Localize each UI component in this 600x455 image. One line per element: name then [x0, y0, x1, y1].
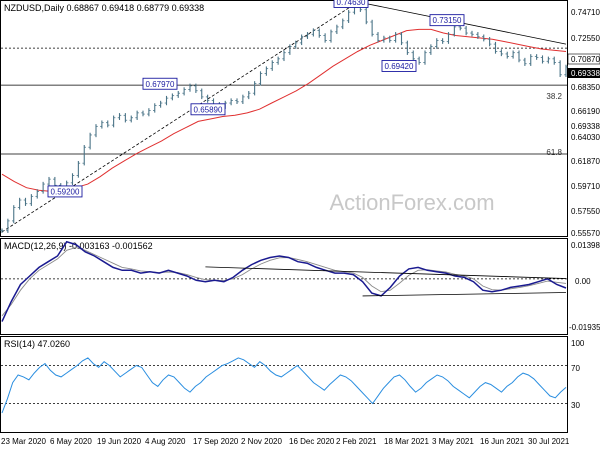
price-symbol: NZDUSD,Daily	[4, 3, 65, 13]
x-tick: 6 May 2020	[50, 437, 92, 446]
x-tick: 2 Feb 2021	[336, 437, 377, 446]
price-tick: 0.74710	[571, 8, 600, 17]
moving-average-line	[1, 28, 567, 192]
macd-upper-trendline	[205, 266, 567, 279]
price-tick: 0.64030	[571, 133, 600, 142]
x-tick: 17 Sep 2020	[193, 437, 239, 446]
macd-signal-line	[1, 247, 567, 317]
x-tick: 4 Aug 2020	[145, 437, 186, 446]
price-layer: 0.74630 0.73150 0.69420 0.67970 0.65890 0.592…	[0, 0, 568, 233]
level-tag-bg	[567, 53, 600, 65]
macd-lower-trendline	[362, 292, 567, 297]
current-price-tag-bg	[568, 68, 600, 78]
rsi-title: RSI(14) 47.0260	[4, 339, 70, 349]
x-tick: 2 Nov 2020	[241, 437, 282, 446]
x-axis: 23 Mar 2020 6 May 2020 19 Jun 2020 4 Aug…	[1, 437, 570, 446]
price-tick: 0.68350	[571, 83, 600, 92]
price-tick: 0.59710	[571, 182, 600, 191]
annotation-box	[47, 185, 83, 198]
annotation-label: 0.69420	[385, 62, 414, 71]
rsi-tick: 100	[571, 339, 585, 348]
rsi-tick: 30	[571, 401, 580, 410]
watermark: ActionForex.com	[329, 190, 494, 215]
annotation-label: 0.65890	[194, 105, 223, 114]
x-tick: 16 Dec 2020	[289, 437, 335, 446]
fib-61-label: 61.8	[546, 148, 562, 157]
current-price-tag: 0.69338	[571, 69, 600, 78]
price-panel-frame	[0, 0, 568, 237]
x-tick: 30 Jul 2021	[528, 437, 570, 446]
annotation-label: 0.73150	[433, 16, 462, 25]
macd-tick: -0.019352	[569, 323, 600, 332]
price-y-axis: 0.74710 0.72550 0.69338 0.68350 0.66190 …	[571, 8, 600, 238]
annotation-box	[333, 0, 369, 8]
x-tick: 3 May 2021	[432, 437, 474, 446]
price-tick: 0.61870	[571, 157, 600, 166]
fib-38-label: 38.2	[546, 92, 562, 101]
annotation-box	[381, 60, 417, 72]
annotation-label: 0.74630	[337, 0, 366, 7]
x-tick: 19 Jun 2020	[97, 437, 142, 446]
price-tick: 0.57550	[571, 207, 600, 216]
macd-layer	[1, 240, 567, 322]
rsi-panel-frame	[0, 336, 568, 433]
rsi-layer	[1, 357, 567, 414]
level-tag: 0.70870	[571, 55, 600, 64]
ohlc-readout: 0.68867 0.69418 0.68779 0.69338	[67, 3, 205, 13]
macd-line	[1, 240, 567, 322]
annotation-box	[190, 103, 226, 116]
rsi-line	[1, 357, 567, 414]
annotation-label: 0.59200	[51, 187, 80, 196]
price-title: NZDUSD,Daily 0.68867 0.69418 0.68779 0.6…	[4, 3, 204, 13]
macd-tick: 0.00	[575, 277, 591, 286]
annotation-label: 0.67970	[146, 80, 175, 89]
x-tick: 16 Jun 2021	[480, 437, 525, 446]
price-tick: 0.55570	[571, 229, 600, 238]
price-tick: 0.69338	[571, 122, 600, 131]
macd-tick: 0.01398	[571, 241, 600, 250]
x-tick: 23 Mar 2020	[1, 437, 46, 446]
x-tick: 18 Mar 2021	[384, 437, 429, 446]
annotation-box	[142, 77, 178, 90]
macd-panel-frame	[0, 238, 568, 335]
rsi-tick: 70	[571, 364, 580, 373]
annotation-box	[429, 14, 465, 27]
price-tick: 0.72550	[571, 34, 600, 43]
price-tick: 0.66190	[571, 107, 600, 116]
